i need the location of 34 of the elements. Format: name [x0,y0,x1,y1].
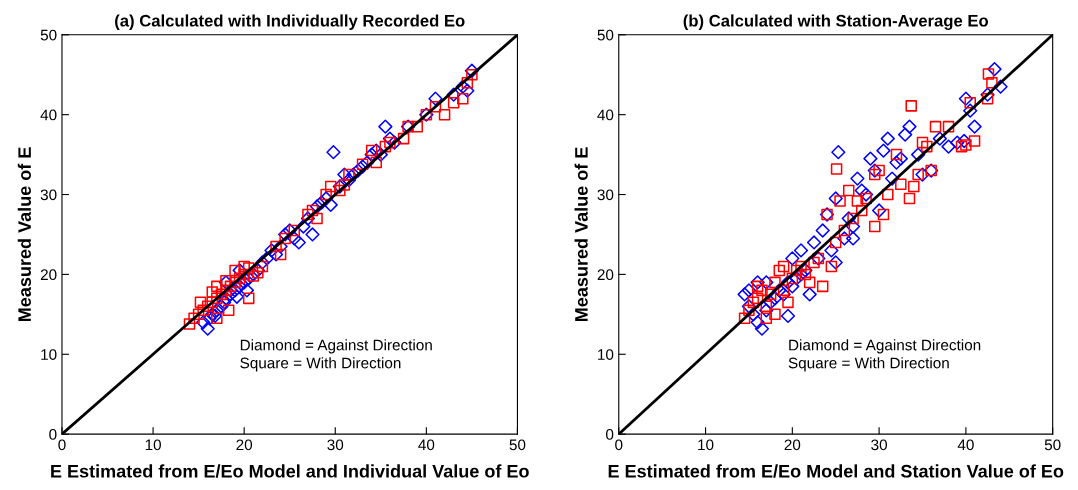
y-tick-label: 50 [597,29,614,41]
annotation: Square = With Direction [788,357,949,372]
y-tick-label: 10 [598,349,614,360]
y-tick-label: 40 [40,109,57,121]
x-axis-title: E Estimated from E/Eo Model and Individual Value of Eo [51,464,529,478]
x-tick-label: 0 [615,439,623,451]
x-axis-title: E Estimated from E/Eo Model and Station Value of Eo [608,464,1064,478]
x-tick-label: 50 [509,439,526,451]
chart-title: (a) Calculated with Individually Recorded Eo [115,14,465,30]
x-tick-label: 20 [784,439,801,451]
y-tick-label: 20 [40,269,57,281]
x-tick-label: 40 [418,439,435,451]
x-tick-label: 20 [236,439,253,451]
y-axis-title: Measured Value of E [17,147,32,322]
y-tick-label: 50 [40,29,57,41]
y-tick-label: 40 [597,109,614,121]
chart-title: (b) Calculated with Station-Average Eo [683,14,989,30]
y-tick-label: 0 [606,429,614,440]
x-tick-label: 30 [327,439,344,451]
annotation: Diamond = Against Direction [240,339,432,354]
x-tick-label: 40 [957,439,974,451]
y-tick-label: 10 [41,349,57,360]
y-tick-label: 30 [597,189,614,201]
x-tick-label: 10 [698,439,714,451]
y-tick-label: 0 [49,429,57,440]
x-tick-label: 0 [58,439,66,451]
x-tick-label: 30 [871,439,888,451]
annotation: Square = With Direction [240,357,401,372]
y-axis-title: Measured Value of E [574,147,588,322]
y-tick-label: 20 [597,269,614,281]
x-tick-label: 50 [1044,439,1061,451]
x-tick-label: 10 [145,439,161,451]
annotation: Diamond = Against Direction [789,339,981,354]
y-tick-label: 30 [40,189,57,201]
